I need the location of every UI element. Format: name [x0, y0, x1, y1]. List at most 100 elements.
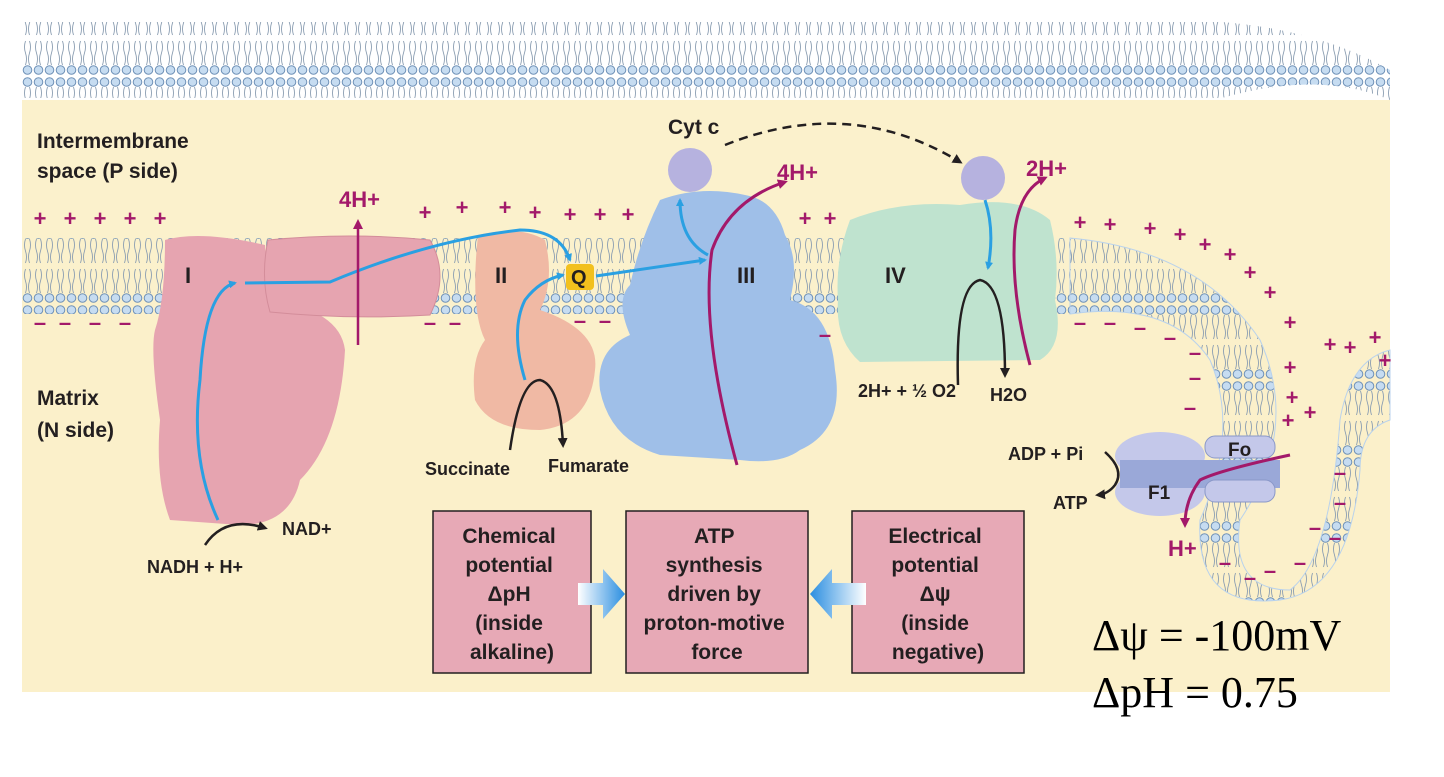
ubiquinone-label: Q	[571, 267, 587, 289]
negative-charge: –	[819, 322, 831, 347]
nadh-label: NADH + H+	[147, 557, 243, 577]
proton-label-complex-IV: 2H+	[1026, 156, 1067, 181]
positive-charge: +	[456, 195, 469, 220]
ubiquinone-q	[566, 264, 594, 290]
negative-charge: –	[1219, 550, 1231, 575]
positive-charge: +	[1264, 280, 1277, 305]
positive-charge: +	[1344, 335, 1357, 360]
positive-charge: +	[64, 206, 77, 231]
positive-charge: +	[94, 206, 107, 231]
intermembrane-label-1: Intermembrane	[37, 130, 189, 153]
positive-charge: +	[799, 206, 812, 231]
positive-charge: +	[124, 206, 137, 231]
positive-charge: +	[1244, 260, 1257, 285]
chemical-to-atp-arrow	[578, 569, 625, 619]
positive-charge: +	[594, 202, 607, 227]
negative-charge: –	[1184, 395, 1196, 420]
electron-path-Q-to-III	[595, 256, 707, 278]
fo-label: Fo	[1228, 440, 1251, 461]
positive-charge: +	[1199, 232, 1212, 257]
positive-charge: +	[1104, 212, 1117, 237]
complex-III	[599, 191, 837, 462]
proton-label-atp-synthase: H+	[1168, 536, 1197, 561]
cytochrome-c-on-III	[668, 148, 712, 192]
nadh-reaction-arrow	[203, 521, 268, 546]
electrical-potential-text: Electrical potential Δψ (inside negative…	[888, 525, 987, 664]
succinate-reaction-arrow	[508, 378, 568, 451]
negative-charge: –	[119, 310, 131, 335]
succinate-label: Succinate	[425, 459, 510, 479]
negative-charge: –	[1309, 515, 1321, 540]
cytc-label: Cyt c	[668, 116, 720, 139]
adp-reaction-arrow	[1095, 451, 1120, 500]
outer-membrane-curve	[1222, 22, 1390, 100]
oxygen-reaction-arrow	[956, 278, 1010, 386]
delta-psi-value: Δψ = -100mV	[1092, 611, 1342, 660]
negative-charge: –	[1189, 340, 1201, 365]
negative-charge: –	[1134, 315, 1146, 340]
complex-I-label: I	[185, 263, 191, 288]
negative-charge: –	[1334, 460, 1346, 485]
cytochrome-c-on-IV	[961, 156, 1005, 200]
positive-charge: +	[1379, 348, 1392, 373]
complex-I	[153, 235, 441, 525]
electrical-potential-box	[851, 510, 1025, 674]
atp-synthesis-text: ATP synthesis driven by proton-motive fo…	[644, 525, 791, 664]
proton-arrow-atp-synthase	[1180, 453, 1291, 528]
positive-charge: +	[154, 206, 167, 231]
proton-arrow-complex-IV	[1012, 176, 1048, 366]
positive-charge: +	[564, 202, 577, 227]
complex-II-label: II	[495, 263, 507, 288]
positive-charge: +	[1282, 408, 1295, 433]
complex-IV-label: IV	[885, 263, 906, 288]
negative-charge: –	[1244, 565, 1256, 590]
negative-charge: –	[1189, 365, 1201, 390]
delta-ph-value: ΔpH = 0.75	[1092, 668, 1298, 717]
negative-charge: –	[599, 308, 611, 333]
negative-charge: –	[424, 310, 436, 335]
oxygen-reaction-label: 2H+ + ½ O2	[858, 381, 956, 401]
positive-charge: +	[34, 206, 47, 231]
negative-charge: –	[1334, 490, 1346, 515]
positive-charge: +	[1284, 310, 1297, 335]
complex-II	[473, 231, 596, 430]
electron-path-complex-I	[195, 280, 237, 521]
cytc-transfer-arrow	[724, 122, 963, 164]
negative-charge: –	[1329, 525, 1341, 550]
positive-charge: +	[622, 202, 635, 227]
outer-membrane-lipids	[22, 22, 1222, 98]
positive-charge: +	[529, 200, 542, 225]
water-label: H2O	[990, 385, 1027, 405]
positive-charge: +	[1324, 332, 1337, 357]
positive-charge: +	[1304, 400, 1317, 425]
nad-label: NAD+	[282, 519, 332, 539]
matrix-label-1: Matrix	[37, 387, 99, 410]
positive-charge: +	[1144, 216, 1157, 241]
electron-path-III-to-cytc	[676, 198, 709, 257]
positive-charge: +	[824, 206, 837, 231]
intermembrane-label-2: space (P side)	[37, 160, 178, 183]
positive-charge: +	[1286, 385, 1299, 410]
negative-charge: –	[1164, 325, 1176, 350]
positive-charge: +	[419, 200, 432, 225]
complex-III-label: III	[737, 263, 755, 288]
proton-label-complex-I: 4H+	[339, 187, 380, 212]
positive-charge: +	[1284, 355, 1297, 380]
negative-charge: –	[449, 310, 461, 335]
negative-charge: –	[574, 308, 586, 333]
f1-label: F1	[1148, 483, 1171, 504]
fumarate-label: Fumarate	[548, 456, 629, 476]
positive-charge: +	[499, 195, 512, 220]
negative-charge: –	[59, 310, 71, 335]
atp-label: ATP	[1053, 493, 1088, 513]
negative-charge: –	[1074, 310, 1086, 335]
proton-arrow-complex-III	[707, 179, 788, 466]
positive-charge: +	[1074, 210, 1087, 235]
positive-charge: +	[1224, 242, 1237, 267]
atp-synthesis-box	[625, 510, 809, 674]
matrix-label-2: (N side)	[37, 419, 114, 442]
negative-charge: –	[1264, 558, 1276, 583]
atp-synthase	[1115, 432, 1280, 516]
negative-charge: –	[34, 310, 46, 335]
